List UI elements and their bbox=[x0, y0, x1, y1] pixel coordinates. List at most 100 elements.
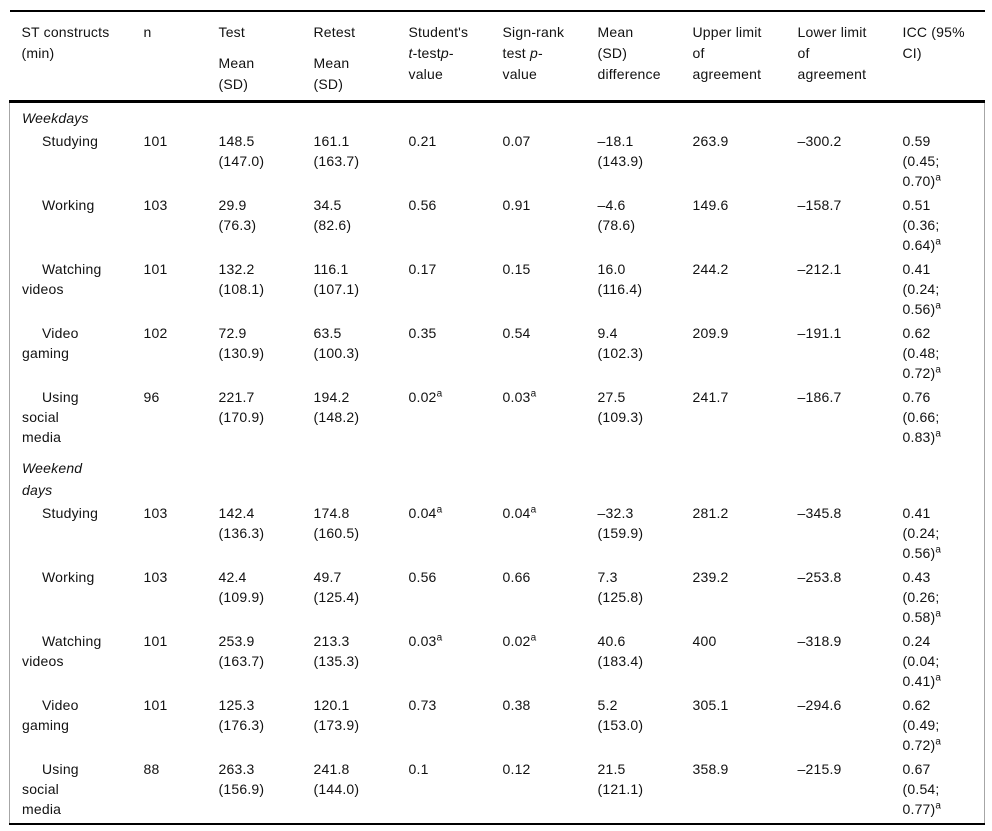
cell-ttest: 0.17 bbox=[408, 261, 437, 277]
cell-icc: 0.41 (0.24; 0.56)a bbox=[902, 261, 941, 317]
cell-signrank: 0.03a bbox=[502, 388, 537, 405]
section-label: Weekend days bbox=[22, 460, 83, 498]
table-header: ST constructs (min) n Test Mean (SD) Retest Mea… bbox=[9, 11, 985, 102]
cell-construct: Studying bbox=[42, 133, 99, 149]
table-body: Weekdays Studying 101 148.5 (147.0) 161.1 (163… bbox=[9, 101, 985, 824]
cell-construct: Studying bbox=[42, 505, 99, 521]
cell-signrank: 0.54 bbox=[502, 325, 531, 341]
cell-upper: 281.2 bbox=[692, 505, 729, 521]
section-label: Weekdays bbox=[22, 110, 89, 126]
col-header-icc: ICC (95% CI) bbox=[891, 11, 985, 102]
cell-upper: 400 bbox=[692, 633, 717, 649]
cell-lower: –158.7 bbox=[797, 197, 842, 213]
header-label: ST constructs (min) bbox=[21, 24, 110, 61]
data-row: Video gaming 101 125.3 (176.3) 120.1 (173.9) 0.… bbox=[10, 695, 985, 759]
cell-construct: Working bbox=[42, 569, 95, 585]
footnote-marker: a bbox=[935, 544, 941, 556]
cell-retest: 241.8 (144.0) bbox=[313, 761, 360, 797]
cell-icc: 0.59 (0.45; 0.70)a bbox=[902, 133, 941, 189]
data-row: Using social media 96 221.7 (170.9) 194.2 (148.… bbox=[10, 387, 985, 451]
cell-construct: Watching videos bbox=[22, 261, 102, 297]
cell-n: 103 bbox=[143, 569, 168, 585]
col-header-lower: Lower limit of agreement bbox=[786, 11, 891, 102]
header-row: ST constructs (min) n Test Mean (SD) Retest Mea… bbox=[10, 11, 985, 102]
cell-construct: Working bbox=[42, 197, 95, 213]
cell-ttest: 0.35 bbox=[408, 325, 437, 341]
cell-icc: 0.41 (0.24; 0.56)a bbox=[902, 505, 941, 561]
header-label: Test bbox=[218, 24, 245, 40]
cell-upper: 149.6 bbox=[692, 197, 729, 213]
cell-signrank: 0.38 bbox=[502, 697, 531, 713]
data-row: Studying 103 142.4 (136.3) 174.8 (160.5) 0.04a… bbox=[10, 503, 985, 567]
cell-n: 102 bbox=[143, 325, 168, 341]
cell-icc: 0.76 (0.66; 0.83)a bbox=[902, 389, 941, 445]
cell-meandiff: 5.2 (153.0) bbox=[597, 697, 644, 733]
header-label: Student's t-testp-value bbox=[408, 24, 469, 82]
cell-lower: –186.7 bbox=[797, 389, 842, 405]
footnote-marker: a bbox=[935, 672, 941, 684]
cell-test: 148.5 (147.0) bbox=[218, 133, 265, 169]
footnote-marker: a bbox=[935, 428, 941, 440]
cell-upper: 209.9 bbox=[692, 325, 729, 341]
cell-retest: 34.5 (82.6) bbox=[313, 197, 352, 233]
cell-icc: 0.62 (0.49; 0.72)a bbox=[902, 697, 941, 753]
cell-n: 103 bbox=[143, 197, 168, 213]
footnote-marker: a bbox=[436, 504, 443, 516]
cell-upper: 244.2 bbox=[692, 261, 729, 277]
cell-icc: 0.24 (0.04; 0.41)a bbox=[902, 633, 941, 689]
cell-upper: 358.9 bbox=[692, 761, 729, 777]
col-header-meandiff: Mean (SD) difference bbox=[586, 11, 681, 102]
header-label: Mean (SD) difference bbox=[597, 24, 661, 82]
cell-signrank: 0.12 bbox=[502, 761, 531, 777]
cell-n: 101 bbox=[143, 633, 168, 649]
col-header-retest: Retest Mean (SD) bbox=[302, 11, 397, 102]
cell-test: 263.3 (156.9) bbox=[218, 761, 265, 797]
cell-meandiff: 16.0 (116.4) bbox=[597, 261, 643, 297]
cell-upper: 305.1 bbox=[692, 697, 729, 713]
footnote-marker: a bbox=[935, 172, 941, 184]
cell-n: 88 bbox=[143, 761, 160, 777]
col-header-signrank: Sign-rank test p-value bbox=[491, 11, 586, 102]
cell-retest: 161.1 (163.7) bbox=[313, 133, 360, 169]
cell-construct: Video gaming bbox=[22, 697, 79, 733]
cell-signrank: 0.02a bbox=[502, 632, 537, 649]
footnote-marker: a bbox=[436, 632, 443, 644]
cell-signrank: 0.07 bbox=[502, 133, 531, 149]
cell-n: 96 bbox=[143, 389, 160, 405]
cell-ttest: 0.56 bbox=[408, 569, 437, 585]
footnote-marker: a bbox=[436, 388, 443, 400]
cell-ttest: 0.1 bbox=[408, 761, 429, 777]
cell-test: 253.9 (163.7) bbox=[218, 633, 265, 669]
cell-retest: 63.5 (100.3) bbox=[313, 325, 360, 361]
footnote-marker: a bbox=[530, 504, 537, 516]
cell-lower: –212.1 bbox=[797, 261, 842, 277]
data-row: Working 103 42.4 (109.9) 49.7 (125.4) 0.56 0.66… bbox=[10, 567, 985, 631]
cell-construct: Video gaming bbox=[22, 325, 79, 361]
header-sublabel: Mean (SD) bbox=[313, 55, 350, 92]
header-label: Upper limit of agreement bbox=[692, 24, 762, 82]
footnote-marker: a bbox=[935, 608, 941, 620]
cell-test: 125.3 (176.3) bbox=[218, 697, 265, 733]
cell-ttest: 0.21 bbox=[408, 133, 437, 149]
cell-lower: –253.8 bbox=[797, 569, 842, 585]
cell-retest: 116.1 (107.1) bbox=[313, 261, 360, 297]
footnote-marker: a bbox=[935, 300, 941, 312]
cell-test: 142.4 (136.3) bbox=[218, 505, 265, 541]
data-row: Studying 101 148.5 (147.0) 161.1 (163.7) 0.21 0… bbox=[10, 131, 985, 195]
data-row: Watching videos 101 253.9 (163.7) 213.3 (135.3… bbox=[10, 631, 985, 695]
cell-icc: 0.67 (0.54; 0.77)a bbox=[902, 761, 941, 817]
cell-icc: 0.43 (0.26; 0.58)a bbox=[902, 569, 941, 625]
reliability-table: ST constructs (min) n Test Mean (SD) Retest Mea… bbox=[9, 10, 985, 825]
cell-test: 42.4 (109.9) bbox=[218, 569, 265, 605]
cell-icc: 0.51 (0.36; 0.64)a bbox=[902, 197, 941, 253]
cell-ttest: 0.56 bbox=[408, 197, 437, 213]
footnote-marker: a bbox=[935, 736, 941, 748]
cell-n: 101 bbox=[143, 261, 168, 277]
cell-signrank: 0.15 bbox=[502, 261, 531, 277]
section-row: Weekend days bbox=[10, 451, 985, 503]
col-header-n: n bbox=[132, 11, 207, 102]
col-header-construct: ST constructs (min) bbox=[10, 11, 132, 102]
data-row: Video gaming 102 72.9 (130.9) 63.5 (100.3) 0.35… bbox=[10, 323, 985, 387]
cell-n: 103 bbox=[143, 505, 168, 521]
